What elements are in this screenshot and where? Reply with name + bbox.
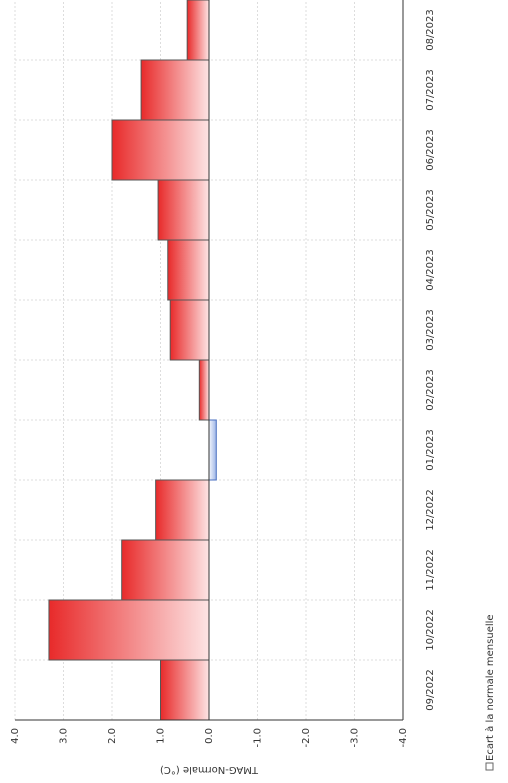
y-tick-label: 4.0 [10,728,21,744]
y-tick-label: 3.0 [59,728,70,744]
bar [160,659,210,721]
y-axis-title: TMAG-Normale (°C) [160,764,259,775]
bar [208,419,217,481]
x-tick-label: 11/2022 [425,549,436,591]
x-tick-label: 03/2023 [425,309,436,351]
bar [198,359,210,421]
y-tick-label: -4.0 [398,728,409,748]
x-tick-label: 04/2023 [425,249,436,291]
y-tick-label: -3.0 [350,728,361,748]
bar [157,179,210,241]
bar [167,239,210,301]
bar [140,59,210,121]
bar [111,119,210,181]
x-tick-label: 07/2023 [425,69,436,111]
x-tick-label: 05/2023 [425,189,436,231]
x-tick-label: 02/2023 [425,369,436,411]
x-tick-label: 09/2022 [425,669,436,711]
y-tick-label: -1.0 [253,728,264,748]
bar [121,539,210,601]
x-tick-label: 10/2022 [425,609,436,651]
y-tick-label: 1.0 [156,728,167,744]
bar [186,0,210,61]
rotated-chart: TMAG-Normale (°C) Ecart à la normale men… [10,0,496,775]
bar [169,299,210,361]
x-tick-label: 01/2023 [425,429,436,471]
bar [155,479,210,541]
y-tick-label: -2.0 [301,728,312,748]
x-tick-label: 08/2023 [425,9,436,51]
legend-label: Ecart à la normale mensuelle [484,614,496,761]
y-tick-label: 2.0 [107,728,118,744]
bar [48,599,210,661]
y-tick-label: 0.0 [204,728,215,744]
x-tick-label: 06/2023 [425,129,436,171]
legend-swatch [485,762,494,771]
x-tick-label: 12/2022 [425,489,436,531]
